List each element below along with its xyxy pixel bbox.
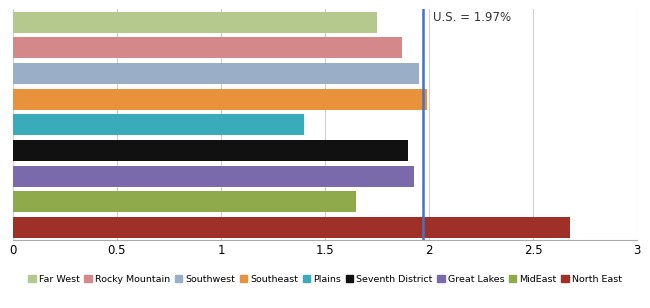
Bar <box>13 191 356 212</box>
Bar <box>13 217 571 238</box>
Bar <box>13 114 304 135</box>
Text: U.S. = 1.97%: U.S. = 1.97% <box>433 10 512 23</box>
Bar <box>13 63 419 84</box>
Bar <box>13 89 427 110</box>
Bar <box>13 140 408 161</box>
Legend: Far West, Rocky Mountain, Southwest, Southeast, Plains, Seventh District, Great : Far West, Rocky Mountain, Southwest, Sou… <box>29 275 621 284</box>
Bar <box>13 11 377 33</box>
Bar <box>13 37 402 58</box>
Bar <box>13 166 415 187</box>
